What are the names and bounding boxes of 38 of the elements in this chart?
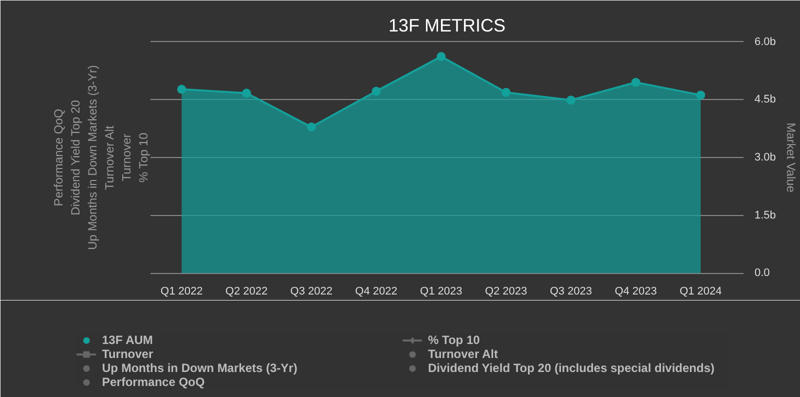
point — [306, 122, 316, 132]
legend-label: % Top 10 — [428, 333, 481, 347]
y2-axis-title: Market Value — [784, 122, 798, 193]
legend-label: 13F AUM — [102, 333, 154, 347]
point — [566, 96, 576, 105]
x-tick-label: Q3 2022 — [290, 286, 333, 298]
x-tick-label: Q1 2022 — [160, 286, 203, 298]
text: Dividend Yield Top 20 — [68, 100, 82, 216]
chart-title: 13F METRICS — [388, 16, 506, 36]
text: Turnover Alt — [102, 125, 116, 190]
point — [242, 88, 252, 98]
y2-tick-label: 3.0b — [754, 152, 776, 164]
point — [502, 88, 511, 97]
y2-tick-label: 6.0b — [754, 36, 776, 48]
y2-tick-label: 0.0 — [754, 267, 770, 280]
y2-tick-label: 4.5b — [754, 94, 776, 106]
x-tick-label: Q3 2023 — [550, 286, 592, 298]
x-tick-label: Q2 2023 — [484, 286, 528, 298]
x-tick-label: Q4 2022 — [355, 286, 398, 298]
point — [177, 84, 186, 94]
point — [372, 86, 381, 96]
legend-label: Performance QoQ — [102, 375, 206, 389]
x-tick-label: Q4 2023 — [614, 286, 657, 298]
text: Up Months in Down Markets (3-Yr) — [86, 65, 100, 250]
legend-label: Turnover — [102, 347, 154, 361]
point — [696, 90, 706, 100]
legend-label: Dividend Yield Top 20 (includes special dividends) — [428, 361, 716, 375]
x-tick-label: Q1 2023 — [420, 286, 462, 298]
text: Turnover — [120, 134, 134, 182]
point — [436, 52, 446, 62]
text: Performance QoQ — [52, 108, 66, 206]
y2-tick-label: 1.5b — [754, 209, 776, 222]
legend-label: Up Months in Down Markets (3-Yr) — [102, 361, 298, 375]
legend-label: Turnover Alt — [428, 347, 500, 361]
point — [631, 78, 640, 87]
x-tick-label: Q1 2024 — [680, 286, 722, 298]
x-tick-label: Q2 2022 — [225, 286, 268, 298]
annotation: % Top 10 — [136, 132, 150, 183]
